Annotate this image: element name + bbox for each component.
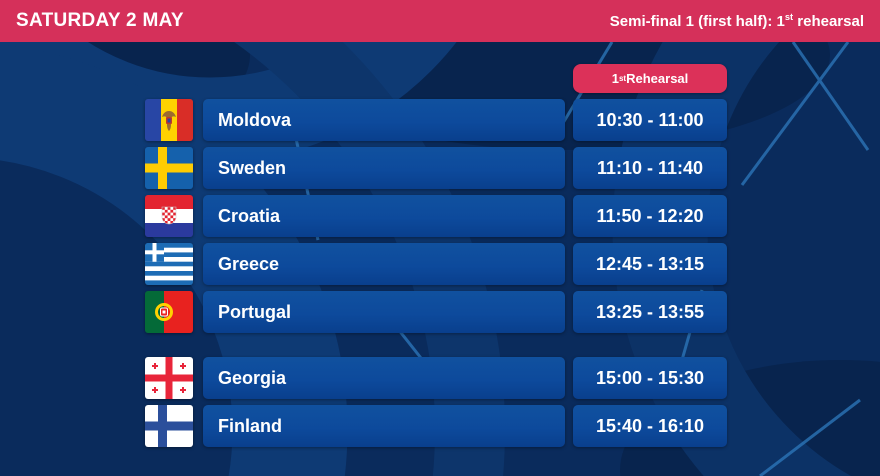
- country-bar[interactable]: Finland: [203, 405, 565, 447]
- flag-portugal-icon: [145, 291, 193, 333]
- header-date-title: SATURDAY 2 MAY: [16, 10, 184, 31]
- schedule-row-moldova: Moldova 10:30 - 11:00: [145, 99, 727, 141]
- country-bar[interactable]: Greece: [203, 243, 565, 285]
- country-bar[interactable]: Portugal: [203, 291, 565, 333]
- time-slot[interactable]: 15:00 - 15:30: [573, 357, 727, 399]
- flag-croatia-icon: [145, 195, 193, 237]
- flag-sweden-icon: [145, 147, 193, 189]
- schedule-row-croatia: Croatia 11:50 - 12:20: [145, 195, 727, 237]
- header-bar: SATURDAY 2 MAY Semi-final 1 (first half)…: [0, 0, 880, 42]
- flag-finland-icon: [145, 405, 193, 447]
- schedule-row-finland: Finland 15:40 - 16:10: [145, 405, 727, 447]
- time-slot[interactable]: 12:45 - 13:15: [573, 243, 727, 285]
- time-slot[interactable]: 11:50 - 12:20: [573, 195, 727, 237]
- flag-greece-icon: [145, 243, 193, 285]
- schedule-row-georgia: Georgia 15:00 - 15:30: [145, 357, 727, 399]
- schedule-row-portugal: Portugal 13:25 - 13:55: [145, 291, 727, 333]
- time-slot[interactable]: 10:30 - 11:00: [573, 99, 727, 141]
- time-slot[interactable]: 13:25 - 13:55: [573, 291, 727, 333]
- country-bar[interactable]: Croatia: [203, 195, 565, 237]
- time-slot[interactable]: 15:40 - 16:10: [573, 405, 727, 447]
- flag-moldova-icon: [145, 99, 193, 141]
- schedule-list: Moldova 10:30 - 11:00 Sweden 11:10 - 11:…: [145, 99, 727, 453]
- country-bar[interactable]: Moldova: [203, 99, 565, 141]
- schedule-row-sweden: Sweden 11:10 - 11:40: [145, 147, 727, 189]
- time-slot[interactable]: 11:10 - 11:40: [573, 147, 727, 189]
- schedule-row-greece: Greece 12:45 - 13:15: [145, 243, 727, 285]
- flag-georgia-icon: [145, 357, 193, 399]
- country-bar[interactable]: Sweden: [203, 147, 565, 189]
- country-bar[interactable]: Georgia: [203, 357, 565, 399]
- header-session-subtitle: Semi-final 1 (first half): 1st rehearsal: [609, 11, 864, 30]
